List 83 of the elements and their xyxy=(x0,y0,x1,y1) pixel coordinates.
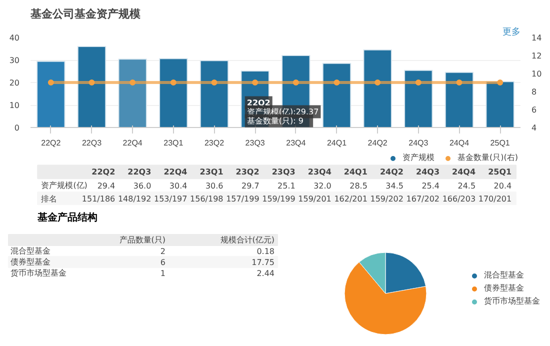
text: 32.0 xyxy=(314,181,332,190)
text: 2.44 xyxy=(256,269,274,278)
category-label: 22Q2 xyxy=(92,167,116,176)
text: 157/199 xyxy=(226,194,260,204)
y-tick-label: 40 xyxy=(9,34,20,42)
text: 162/201 xyxy=(334,194,368,204)
category-label: 23Q4 xyxy=(308,167,332,176)
legend-label: 资产规模 xyxy=(402,152,435,163)
chart-title: 基金公司基金资产规模 xyxy=(30,8,142,20)
y2-tick-label: 8 xyxy=(532,88,537,96)
text: 159/201 xyxy=(298,194,332,204)
category-label: 22Q4 xyxy=(164,167,188,176)
text: 排名 xyxy=(41,194,58,204)
text: 29.4 xyxy=(97,181,116,190)
text: 156/198 xyxy=(190,194,224,204)
text: 2 xyxy=(160,247,166,256)
text: 17.75 xyxy=(252,258,275,267)
x-tick-label: 22Q3 xyxy=(82,138,102,148)
text: 20.4 xyxy=(494,181,512,190)
y2-tick-label: 6 xyxy=(532,106,537,114)
text: 153/197 xyxy=(154,194,188,204)
text: 159/202 xyxy=(370,194,404,204)
x-tick-label: 23Q1 xyxy=(164,138,184,148)
text: 148/192 xyxy=(118,194,152,204)
text: 36.0 xyxy=(133,181,152,190)
text: 30.6 xyxy=(205,181,224,190)
text: 151/186 xyxy=(82,194,116,204)
text: 29.7 xyxy=(241,181,260,190)
x-tick-label: 24Q1 xyxy=(326,138,348,148)
text: 25.1 xyxy=(278,181,296,190)
text: 25.4 xyxy=(422,181,440,190)
text: 28.5 xyxy=(350,181,368,190)
category-label: 23Q3 xyxy=(272,167,296,176)
x-tick-label: 23Q4 xyxy=(286,138,306,148)
y-tick-label: 10 xyxy=(9,101,20,110)
legend-label: 混合型基金 xyxy=(484,270,524,280)
y2-tick-label: 4 xyxy=(532,124,537,132)
text: 产品数量(只) xyxy=(119,236,166,244)
x-tick-label: 22Q4 xyxy=(122,138,143,148)
text: 债券型基金 xyxy=(10,258,50,266)
category-label: 25Q1 xyxy=(488,167,512,176)
legend-label: 货币市场型基金 xyxy=(484,296,540,306)
text: 24.5 xyxy=(458,181,476,190)
text: 更多 xyxy=(502,26,520,38)
annotation: 基金数量(只): 9 xyxy=(246,116,304,126)
category-label: 24Q1 xyxy=(344,167,368,176)
y-tick-label: 30 xyxy=(9,56,20,65)
category-label: 24Q2 xyxy=(380,167,404,176)
y-tick-label: 20 xyxy=(9,78,20,88)
x-tick-label: 25Q1 xyxy=(490,138,510,148)
text: 0.18 xyxy=(256,247,274,256)
text: 1 xyxy=(160,269,166,278)
text: 30.4 xyxy=(169,181,188,190)
text: 基金产品结构 xyxy=(36,212,98,224)
x-tick-label: 24Q2 xyxy=(368,138,388,148)
x-tick-label: 24Q4 xyxy=(449,138,470,148)
category-label: 23Q2 xyxy=(236,167,260,176)
y2-tick-label: 12 xyxy=(532,52,542,60)
text: 混合型基金 xyxy=(10,246,50,256)
text: 170/201 xyxy=(478,194,512,204)
text: 货币市场型基金 xyxy=(10,268,66,278)
y-tick-label: 0 xyxy=(14,124,20,132)
category-label: 23Q1 xyxy=(200,167,224,176)
y2-tick-label: 14 xyxy=(532,34,542,42)
text: 资产规模(亿) xyxy=(41,180,88,190)
y2-tick-label: 10 xyxy=(532,70,542,78)
x-tick-label: 24Q3 xyxy=(408,138,429,148)
text: 34.5 xyxy=(386,181,404,190)
annotation: 资产规模(亿):29.37 xyxy=(246,107,319,116)
category-label: 22Q3 xyxy=(128,167,152,176)
x-tick-label: 23Q2 xyxy=(204,138,225,148)
text: 6 xyxy=(160,258,166,267)
legend-label: 基金数量(只)(右) xyxy=(458,152,518,163)
legend-label: 债券型基金 xyxy=(484,282,524,294)
annotation: 22Q2 xyxy=(246,98,270,108)
text: 167/202 xyxy=(406,194,440,204)
text: 规模合计(亿元) xyxy=(220,236,275,244)
x-tick-label: 23Q3 xyxy=(245,138,266,148)
category-label: 24Q4 xyxy=(452,167,476,176)
text: 159/199 xyxy=(262,194,296,204)
category-label: 24Q3 xyxy=(416,167,440,176)
text: 166/203 xyxy=(442,194,476,204)
x-tick-label: 22Q2 xyxy=(41,138,62,148)
